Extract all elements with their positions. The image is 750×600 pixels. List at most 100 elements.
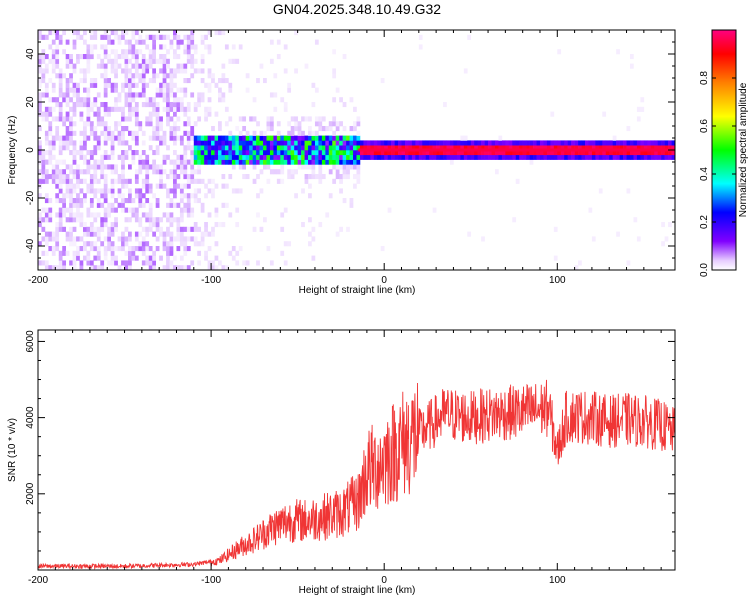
heatmap-cell — [304, 116, 309, 122]
heatmap-cell — [51, 58, 56, 64]
heatmap-cell — [207, 145, 212, 151]
heatmap-cell — [166, 116, 170, 122]
heatmap-cell — [155, 145, 160, 151]
heatmap-cell — [197, 150, 202, 156]
heatmap-cell — [221, 150, 226, 156]
heatmap-cell — [48, 212, 53, 218]
heatmap-cell — [657, 150, 662, 156]
heatmap-cell — [578, 260, 582, 266]
heatmap-cell — [283, 106, 288, 112]
heatmap-cell — [571, 145, 575, 151]
heatmap-cell — [179, 231, 184, 237]
heatmap-cell — [145, 169, 150, 175]
heatmap-cell — [41, 34, 46, 40]
heatmap-cell — [335, 159, 340, 165]
heatmap-cell — [58, 174, 63, 180]
heatmap-cell — [550, 111, 555, 117]
heatmap-cell — [640, 154, 645, 160]
heatmap-cell — [228, 159, 233, 165]
heatmap-cell — [110, 49, 115, 55]
heatmap-cell — [183, 145, 188, 151]
heatmap-cell — [121, 164, 125, 170]
heatmap-cell — [41, 154, 46, 160]
heatmap-cell — [394, 154, 399, 160]
heatmap-cell — [93, 164, 98, 170]
heatmap-cell — [221, 265, 226, 270]
heatmap-cell — [162, 169, 167, 175]
heatmap-cell — [117, 130, 122, 136]
heatmap-cell — [456, 145, 461, 151]
heatmap-cell — [145, 226, 150, 232]
heatmap-cell — [83, 30, 87, 36]
heatmap-cell — [650, 140, 655, 146]
heatmap-cell — [96, 159, 101, 165]
heatmap-cell — [96, 106, 101, 112]
heatmap-cell — [44, 178, 49, 184]
heatmap-cell — [359, 140, 364, 146]
heatmap-cell — [543, 140, 548, 146]
heatmap-cell — [124, 226, 129, 232]
heatmap-cell — [62, 97, 66, 103]
heatmap-cell — [152, 250, 157, 256]
heatmap-cell — [79, 140, 84, 146]
heatmap-cell — [183, 207, 188, 213]
heatmap-cell — [65, 130, 70, 136]
chart-title: GN04.2025.348.10.49.G32 — [273, 1, 441, 17]
heatmap-cell — [356, 135, 361, 141]
heatmap-cell — [308, 130, 312, 136]
heatmap-cell — [107, 111, 112, 117]
heatmap-cell — [51, 236, 56, 242]
heatmap-cell — [238, 145, 243, 151]
heatmap-cell — [380, 154, 385, 160]
heatmap-cell — [311, 236, 316, 242]
heatmap-cell — [44, 54, 49, 60]
heatmap-cell — [308, 116, 312, 122]
heatmap-cell — [183, 169, 188, 175]
heatmap-cell — [636, 140, 641, 146]
heatmap-cell — [308, 159, 312, 165]
heatmap-cell — [623, 140, 627, 146]
heatmap-cell — [276, 178, 281, 184]
heatmap-cell — [138, 39, 143, 45]
heatmap-cell — [44, 231, 49, 237]
heatmap-cell — [633, 154, 638, 160]
heatmap-cell — [166, 87, 170, 93]
heatmap-cell — [193, 135, 198, 141]
heatmap-cell — [155, 87, 160, 93]
heatmap-cell — [103, 87, 108, 93]
heatmap-cell — [619, 140, 624, 146]
heatmap-cell — [44, 250, 49, 256]
heatmap-cell — [529, 159, 534, 165]
heatmap-cell — [211, 140, 215, 146]
heatmap-cell — [269, 121, 274, 127]
heatmap-cell — [83, 159, 87, 165]
heatmap-cell — [263, 217, 267, 223]
heatmap-cell — [578, 150, 582, 156]
heatmap-cell — [173, 188, 177, 194]
heatmap-cell — [245, 140, 250, 146]
heatmap-cell — [89, 265, 94, 270]
heatmap-cell — [152, 106, 157, 112]
heatmap-cell — [231, 164, 236, 170]
heatmap-cell — [103, 217, 108, 223]
heatmap-cell — [190, 164, 195, 170]
heatmap-cell — [186, 49, 191, 55]
heatmap-cell — [308, 145, 312, 151]
heatmap-cell — [249, 154, 253, 160]
heatmap-cell — [453, 145, 458, 151]
heatmap-cell — [72, 169, 77, 175]
heatmap-cell — [560, 140, 565, 146]
heatmap-cell — [218, 92, 222, 98]
heatmap-cell — [44, 92, 49, 98]
heatmap-cell — [69, 188, 73, 194]
heatmap-cell — [200, 68, 205, 74]
heatmap-cell — [301, 164, 305, 170]
heatmap-cell — [100, 116, 105, 122]
heatmap-cell — [626, 126, 631, 132]
heatmap-cell — [349, 159, 354, 165]
heatmap-cell — [328, 150, 333, 156]
heatmap-cell — [460, 145, 465, 151]
heatmap-cell — [256, 78, 260, 84]
heatmap-cell — [370, 154, 375, 160]
heatmap-cell — [166, 260, 170, 266]
